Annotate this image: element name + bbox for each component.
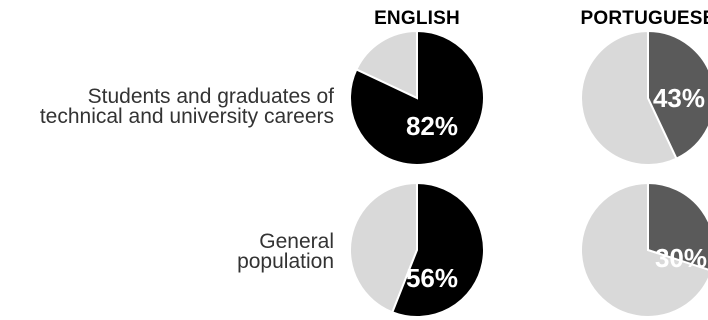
- pie-slice-value-r0-english: [349, 29, 485, 166]
- pie-slice-remainder-r1-portuguese: [580, 181, 708, 318]
- pie-slice-value-r1-english: [391, 181, 485, 318]
- pie-slice-value-r1-portuguese: [647, 181, 708, 271]
- pie-value-label-r0-portuguese: 43%: [653, 83, 705, 113]
- pie-slice-remainder-r1-english: [348, 181, 419, 314]
- row-label-students-line1: Students and graduates of: [87, 85, 334, 108]
- column-header-english: ENGLISH: [374, 8, 460, 29]
- pie-slice-value-r0-portuguese: [647, 29, 708, 160]
- pie-value-label-r1-portuguese: 30%: [655, 243, 707, 273]
- row-label-general: General population: [237, 230, 334, 273]
- pie-value-label-r1-english: 56%: [406, 263, 458, 293]
- pie-slice-remainder-r0-portuguese: [580, 29, 678, 166]
- pie-value-label-r0-english: 82%: [406, 111, 458, 141]
- row-label-general-line1: General: [259, 230, 334, 253]
- column-header-portuguese: PORTUGUESE: [580, 8, 708, 29]
- row-label-students: Students and graduates of technical and …: [39, 85, 334, 128]
- row-label-students-line2: technical and university careers: [39, 105, 334, 128]
- row-label-general-line2: population: [237, 250, 334, 273]
- pie-slice-remainder-r0-english: [355, 29, 419, 100]
